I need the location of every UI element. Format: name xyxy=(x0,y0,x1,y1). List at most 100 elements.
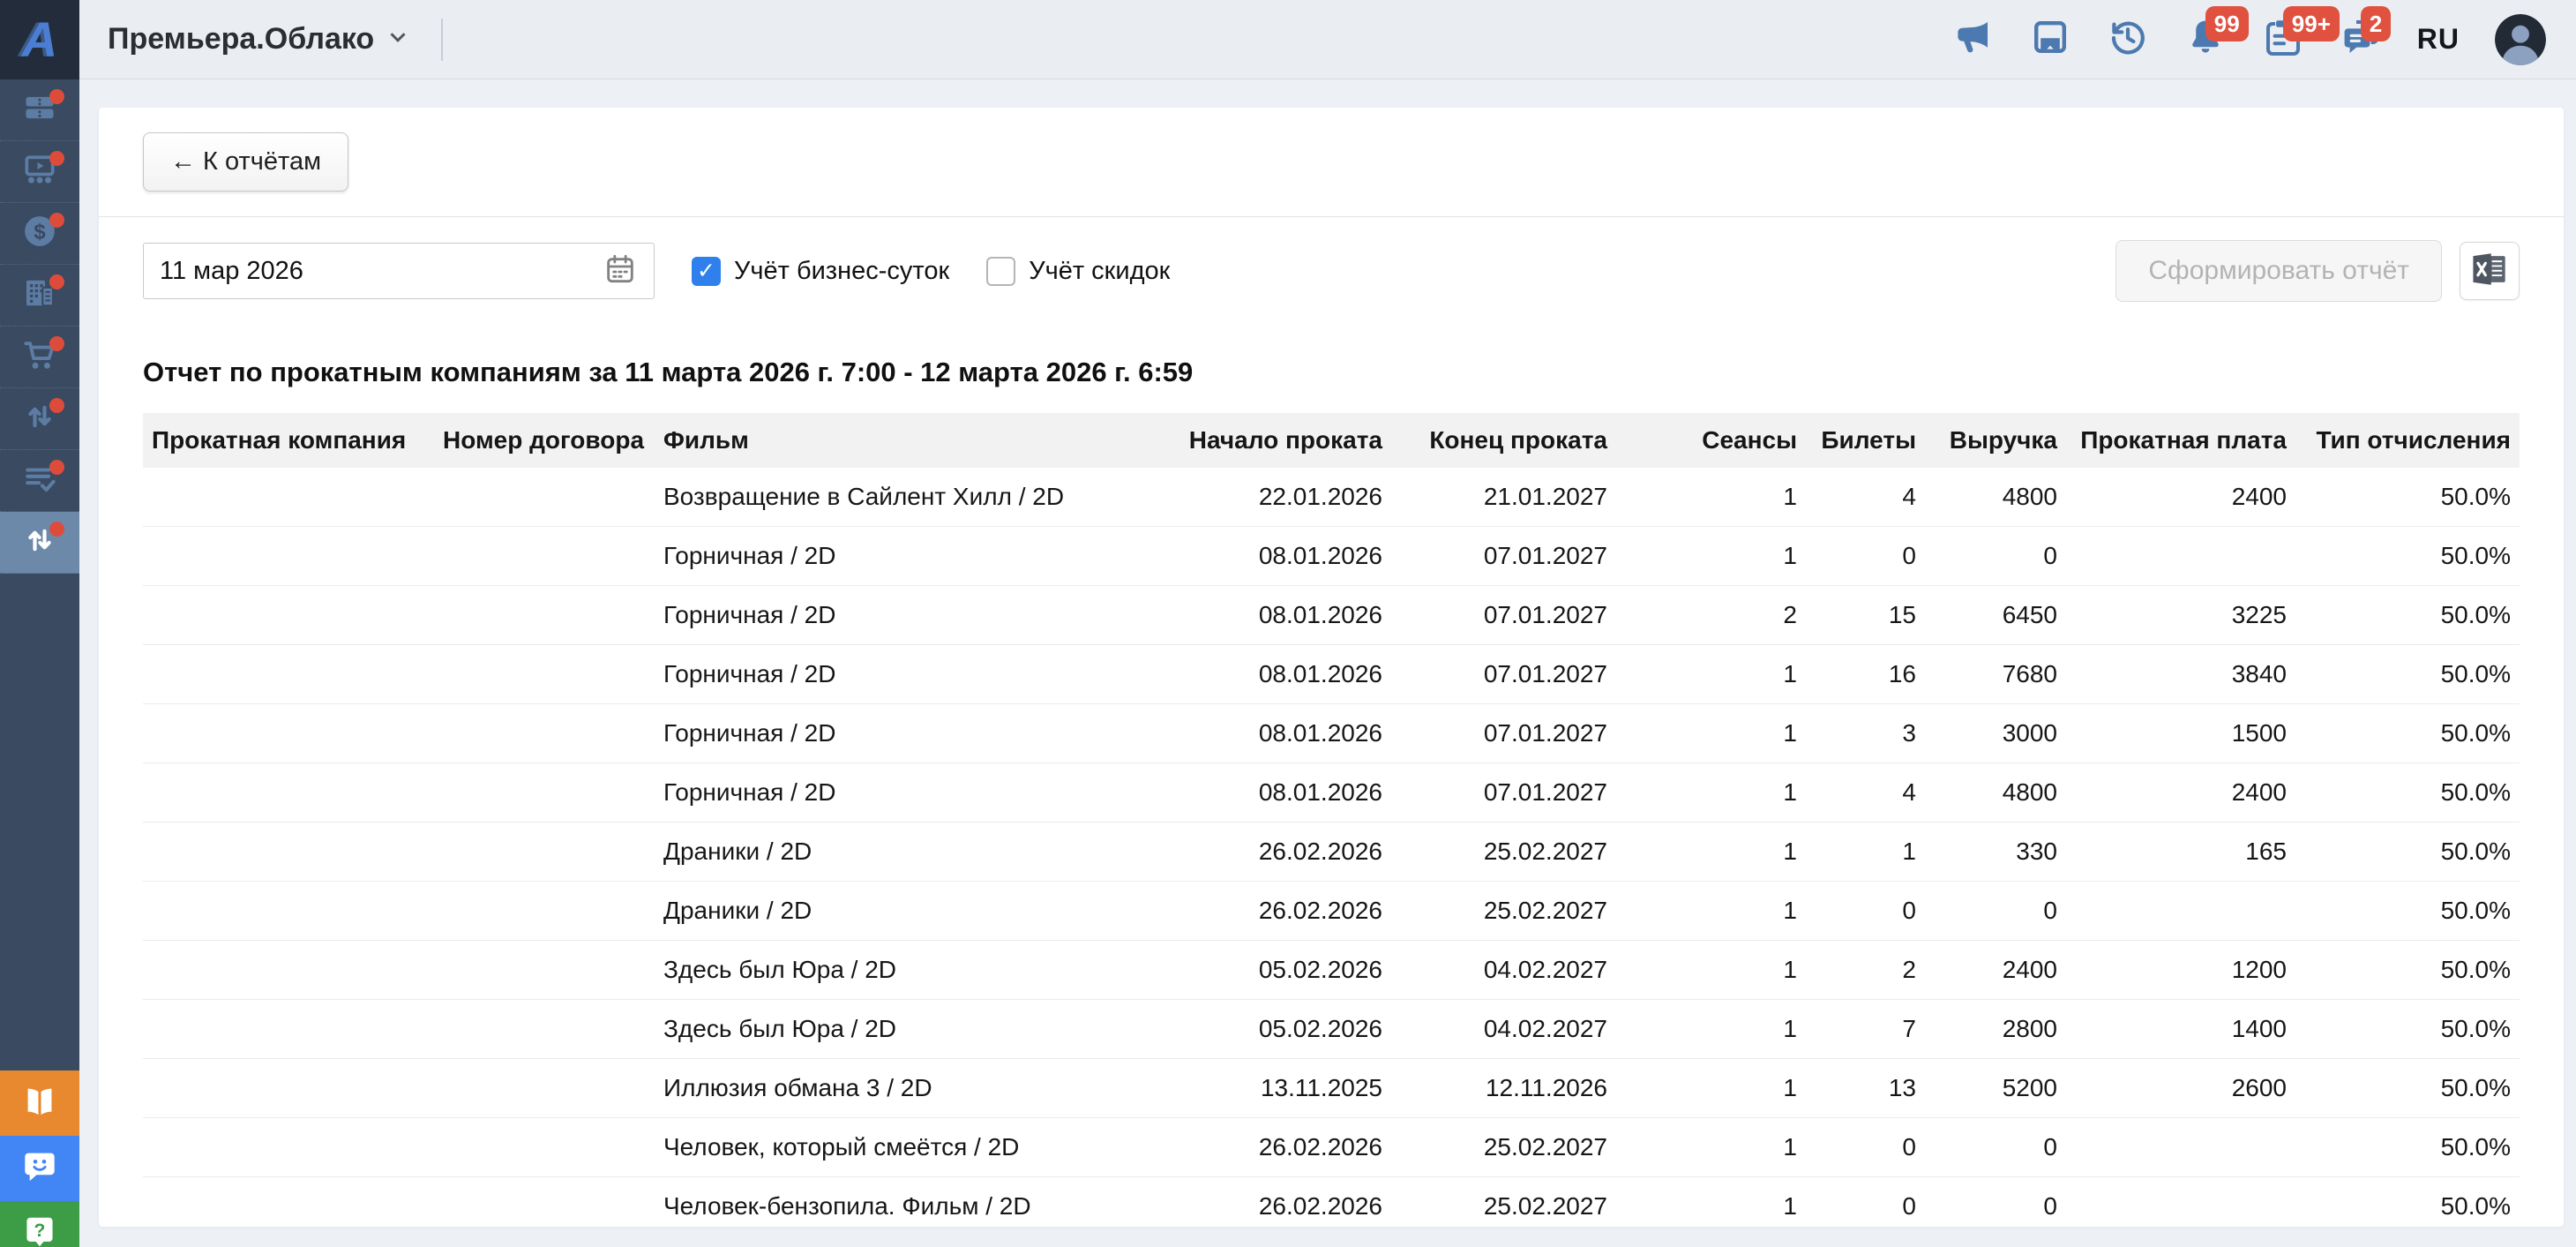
company-cell xyxy=(143,1117,434,1177)
report-card: ← К отчётам ✓ Учёт бизнес-суток Учёт ски… xyxy=(99,108,2564,1227)
checkbox-business-day[interactable]: ✓ Учёт бизнес-суток xyxy=(692,256,949,286)
checkbox-checked-icon[interactable]: ✓ xyxy=(692,256,721,286)
kiosk-button[interactable] xyxy=(2029,19,2071,61)
film-cell: Здесь был Юра / 2D xyxy=(655,940,1144,1000)
sidebar-item-feedback[interactable] xyxy=(0,1136,79,1201)
tasks-button[interactable]: 99+ xyxy=(2262,5,2340,61)
col-tickets: Билеты xyxy=(1806,413,1925,468)
company-cell xyxy=(143,1176,434,1227)
date-input[interactable] xyxy=(160,256,603,286)
sidebar-item-transfers[interactable] xyxy=(0,388,79,450)
app-logo[interactable]: A xyxy=(0,0,79,79)
company-cell xyxy=(143,999,434,1059)
generate-report-button[interactable]: Сформировать отчёт xyxy=(2115,240,2442,302)
back-to-reports-button[interactable]: ← К отчётам xyxy=(143,132,349,192)
sidebar-item-shop[interactable] xyxy=(0,327,79,388)
sidebar-item-tasks-list[interactable] xyxy=(0,450,79,512)
end-date-cell: 04.02.2027 xyxy=(1391,999,1616,1059)
export-excel-button[interactable] xyxy=(2460,242,2520,300)
messages-button[interactable]: 2 xyxy=(2340,5,2392,61)
sidebar-item-help[interactable]: ? xyxy=(0,1201,79,1247)
open-book-icon xyxy=(19,1081,60,1126)
rental-fee-cell: 1500 xyxy=(2066,703,2295,763)
rental-fee-cell: 3840 xyxy=(2066,644,2295,704)
sidebar-item-docs[interactable] xyxy=(0,1070,79,1136)
start-date-cell: 26.02.2026 xyxy=(1144,1176,1391,1227)
filters-toolbar: ✓ Учёт бизнес-суток Учёт скидок Сформиро… xyxy=(99,217,2564,325)
end-date-cell: 21.01.2027 xyxy=(1391,468,1616,527)
notification-dot xyxy=(49,274,64,289)
start-date-cell: 08.01.2026 xyxy=(1144,526,1391,586)
col-revenue: Выручка xyxy=(1925,413,2066,468)
share-type-cell: 50.0% xyxy=(2295,999,2520,1059)
revenue-cell: 0 xyxy=(1925,526,2066,586)
language-selector[interactable]: RU xyxy=(2416,23,2460,55)
notifications-button[interactable]: 99 xyxy=(2184,5,2249,61)
col-film: Фильм xyxy=(655,413,1144,468)
tickets-cell: 7 xyxy=(1806,999,1925,1059)
report-card-header: ← К отчётам xyxy=(99,108,2564,216)
tickets-cell: 4 xyxy=(1806,762,1925,823)
start-date-cell: 26.02.2026 xyxy=(1144,822,1391,882)
tickets-cell: 0 xyxy=(1806,881,1925,941)
sessions-cell: 1 xyxy=(1616,822,1806,882)
notification-dot xyxy=(49,522,64,537)
sidebar-item-finance[interactable]: $ xyxy=(0,203,79,265)
revenue-cell: 0 xyxy=(1925,1176,2066,1227)
topbar-actions: 99 99+ 2 RU xyxy=(1951,5,2576,65)
sessions-cell: 1 xyxy=(1616,762,1806,823)
contract-cell xyxy=(434,1117,655,1177)
history-button[interactable] xyxy=(2107,19,2149,61)
sessions-cell: 1 xyxy=(1616,1117,1806,1177)
col-share-type: Тип отчисления xyxy=(2295,413,2520,468)
table-body: Возвращение в Сайлент Хилл / 2D 22.01.202… xyxy=(143,468,2520,1227)
tasks-badge: 99+ xyxy=(2282,5,2340,41)
table-row: Горничная / 2D 08.01.2026 07.01.2027 1 16 768… xyxy=(143,644,2520,704)
contract-cell xyxy=(434,644,655,704)
contract-cell xyxy=(434,1058,655,1118)
start-date-cell: 26.02.2026 xyxy=(1144,881,1391,941)
share-type-cell: 50.0% xyxy=(2295,1058,2520,1118)
announcements-button[interactable] xyxy=(1951,19,1994,61)
date-picker[interactable] xyxy=(143,243,655,299)
app-title-dropdown[interactable] xyxy=(385,24,411,55)
sessions-cell: 1 xyxy=(1616,1176,1806,1227)
end-date-cell: 12.11.2026 xyxy=(1391,1058,1616,1118)
sessions-cell: 1 xyxy=(1616,644,1806,704)
arrows-up-down-icon xyxy=(20,397,59,440)
dollar-icon: $ xyxy=(20,212,59,255)
checkbox-discounts[interactable]: Учёт скидок xyxy=(986,256,1170,286)
sidebar-item-tickets[interactable] xyxy=(0,79,79,141)
film-cell: Человек, который смеётся / 2D xyxy=(655,1117,1144,1177)
company-cell xyxy=(143,526,434,586)
company-cell xyxy=(143,822,434,882)
revenue-cell: 5200 xyxy=(1925,1058,2066,1118)
contract-cell xyxy=(434,1176,655,1227)
share-type-cell: 50.0% xyxy=(2295,762,2520,823)
film-cell: Драники / 2D xyxy=(655,881,1144,941)
table-row: Человек-бензопила. Фильм / 2D 26.02.2026 2… xyxy=(143,1176,2520,1227)
calendar-icon[interactable] xyxy=(603,252,638,291)
checkbox-unchecked-icon[interactable] xyxy=(986,256,1016,286)
sidebar-item-cinema-hall[interactable] xyxy=(0,141,79,203)
user-avatar[interactable] xyxy=(2495,13,2546,65)
revenue-cell: 4800 xyxy=(1925,762,2066,823)
tickets-cell: 0 xyxy=(1806,1176,1925,1227)
sidebar-item-schedule[interactable] xyxy=(0,265,79,327)
table-row: Горничная / 2D 08.01.2026 07.01.2027 2 15 645… xyxy=(143,585,2520,645)
arrows-up-down-icon xyxy=(20,521,59,564)
cinema-hall-icon xyxy=(20,150,59,193)
megaphone-icon xyxy=(1951,16,1994,63)
contract-cell xyxy=(434,762,655,823)
end-date-cell: 07.01.2027 xyxy=(1391,703,1616,763)
table-row: Иллюзия обмана 3 / 2D 13.11.2025 12.11.202… xyxy=(143,1058,2520,1118)
topbar: A Премьера.Облако 99 xyxy=(0,0,2576,79)
col-contract: Номер договора xyxy=(434,413,655,468)
sidebar-item-transfers-active[interactable] xyxy=(0,512,79,574)
tickets-cell: 15 xyxy=(1806,585,1925,645)
start-date-cell: 26.02.2026 xyxy=(1144,1117,1391,1177)
contract-cell xyxy=(434,940,655,1000)
table-row: Горничная / 2D 08.01.2026 07.01.2027 1 3 3000… xyxy=(143,703,2520,763)
sessions-cell: 2 xyxy=(1616,585,1806,645)
film-cell: Драники / 2D xyxy=(655,822,1144,882)
